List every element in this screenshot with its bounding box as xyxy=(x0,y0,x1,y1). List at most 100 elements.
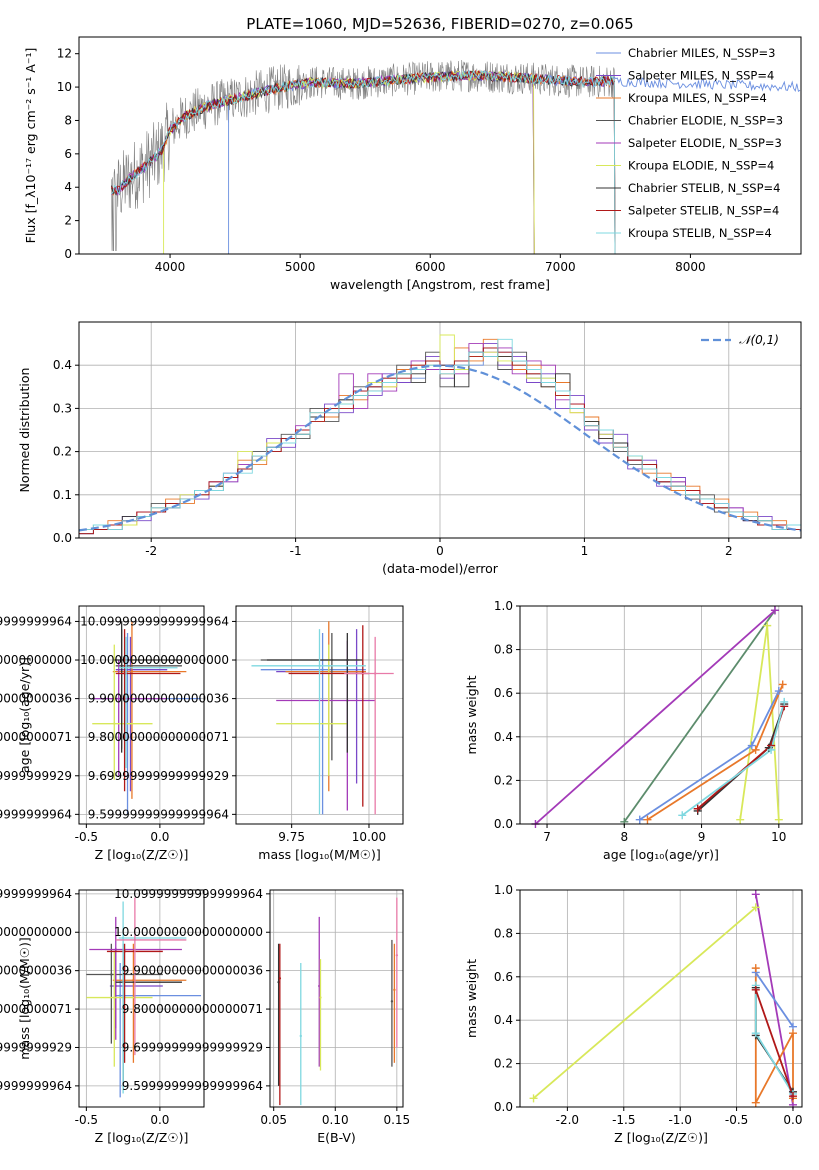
y-axis-label: mass weight xyxy=(464,959,479,1038)
weight-line-1 xyxy=(534,609,776,824)
weight-marker xyxy=(778,680,787,689)
y-tick-label: 6 xyxy=(64,147,72,161)
y-tick-label: 9.90000000000000036 xyxy=(88,692,229,706)
x-tick-label: 0.0 xyxy=(150,830,169,844)
y-tick-label: 0.4 xyxy=(494,1013,513,1027)
data-point-5 xyxy=(113,996,116,999)
y-tick-label: 0.0 xyxy=(494,817,513,831)
x-tick-label: -2 xyxy=(145,544,157,558)
y-tick-label: 9.59999999999999964 xyxy=(0,807,72,821)
weight-marker xyxy=(751,1098,760,1107)
y-tick-label: 10.00000000000000000 xyxy=(0,653,72,667)
chart-age-vs-mass: 9.75 10.00 9.59999999999999964 9.6999999999… xyxy=(80,605,404,862)
weight-line-2 xyxy=(739,625,780,820)
x-tick-label: 2 xyxy=(725,544,733,558)
y-tick-label: 0.6 xyxy=(494,686,513,700)
data-point-7 xyxy=(395,954,399,957)
y-tick-label: 10.09999999999999964 xyxy=(114,887,263,901)
model-spectrum-3 xyxy=(111,69,535,254)
y-tick-label: 0.8 xyxy=(494,643,513,657)
y-tick-label: 10.09999999999999964 xyxy=(0,614,72,628)
legend-entry: Salpeter MILES, N_SSP=4 xyxy=(628,69,774,83)
y-tick-label: 0.0 xyxy=(53,531,72,545)
legend-entry: Salpeter STELIB, N_SSP=4 xyxy=(628,204,779,218)
weight-marker xyxy=(751,745,760,754)
x-tick-label: 10.00 xyxy=(352,830,386,844)
axes-frame xyxy=(519,605,803,825)
y-tick-label: 9.69999999999999929 xyxy=(0,769,72,783)
weight-line-0 xyxy=(532,906,757,1099)
chart-weight-vs-age: 7 8 9 10 0.0 0.2 0.4 0.6 0.8 1.0 age [log₁₀(age/yr… xyxy=(464,599,803,862)
axes-frame xyxy=(78,36,802,255)
x-axis-label: age [log₁₀(age/yr)] xyxy=(603,847,719,862)
x-axis-label: Z [log₁₀(Z/Z☉)] xyxy=(95,847,189,862)
legend-entry: Kroupa ELODIE, N_SSP=4 xyxy=(628,159,774,173)
y-tick-label: 4 xyxy=(64,180,72,194)
y-tick-label: 0.2 xyxy=(494,773,513,787)
data-point-5 xyxy=(390,1000,394,1003)
legend-entry: Salpeter ELODIE, N_SSP=3 xyxy=(628,136,782,150)
figure-title: PLATE=1060, MJD=52636, FIBERID=0270, z=0… xyxy=(246,15,633,33)
weight-marker xyxy=(693,804,702,813)
chart-spectrum: 4000 5000 6000 7000 8000 0 2 4 6 8 10 12 wavelength … xyxy=(23,36,802,292)
data-point-4 xyxy=(114,948,117,951)
weight-marker xyxy=(529,1094,538,1103)
data-point-8 xyxy=(121,936,125,940)
weight-marker xyxy=(774,815,783,824)
data-point-0 xyxy=(118,994,122,997)
x-tick-label: 9 xyxy=(698,830,706,844)
chart-weight-vs-z: -2.0 -1.5 -1.0 -0.5 0.0 0.0 0.2 0.4 0.6 0.8 1.0 Z [… xyxy=(464,883,803,1145)
weight-line-6 xyxy=(754,989,794,1097)
y-tick-label: 10.00000000000000000 xyxy=(114,925,263,939)
x-tick-label: 5000 xyxy=(285,260,316,274)
x-tick-label: 9.75 xyxy=(278,830,305,844)
x-tick-label: 7 xyxy=(543,830,551,844)
y-axis-label: Flux [f_λ10⁻¹⁷ erg cm⁻² s⁻¹ A⁻¹] xyxy=(23,48,38,244)
weight-marker xyxy=(736,815,745,824)
x-tick-label: 0.0 xyxy=(783,1113,802,1127)
legend-entry: Chabrier STELIB, N_SSP=4 xyxy=(628,181,780,195)
data-point-7 xyxy=(123,950,126,953)
x-tick-label: 0.10 xyxy=(322,1113,349,1127)
x-tick-label: -1.0 xyxy=(668,1113,691,1127)
chart-mass-vs-ebv: 0.05 0.10 0.15 9.59999999999999964 9.6999999… xyxy=(114,887,410,1145)
model-spectrum-5 xyxy=(163,70,535,254)
chart-mass-vs-z: -0.5 0.0 9.59999999999999964 9.699999999999… xyxy=(0,887,205,1145)
y-tick-label: 0.2 xyxy=(53,445,72,459)
x-tick-label: 1 xyxy=(581,544,589,558)
model-spectrum-8 xyxy=(111,70,616,254)
data-point-6 xyxy=(120,658,123,662)
chart-residuals: -2 -1 0 1 2 0.0 0.1 0.2 0.3 0.4 (data-model)/error… xyxy=(17,321,802,576)
data-point-2 xyxy=(299,1034,302,1038)
x-tick-label: -1.5 xyxy=(612,1113,635,1127)
y-tick-label: 9.90000000000000036 xyxy=(0,964,72,978)
y-axis-label: Normed distribution xyxy=(17,368,32,493)
y-tick-label: 0.6 xyxy=(494,970,513,984)
y-tick-label: 0 xyxy=(64,247,72,261)
weight-line-0 xyxy=(623,609,776,823)
x-tick-label: -0.5 xyxy=(725,1113,748,1127)
axes-frame xyxy=(519,889,803,1108)
x-tick-label: -0.5 xyxy=(75,1113,98,1127)
x-tick-label: 0.05 xyxy=(260,1113,287,1127)
x-axis-label: Z [log₁₀(Z/Z☉)] xyxy=(614,1130,708,1145)
y-tick-label: 9.59999999999999964 xyxy=(0,1079,72,1093)
x-axis-label: mass [log₁₀(M/M☉)] xyxy=(258,847,380,862)
data-point-2 xyxy=(130,670,134,673)
observed-spectrum xyxy=(111,59,615,251)
weight-marker xyxy=(767,745,776,754)
y-tick-label: 1.0 xyxy=(494,883,513,897)
weight-marker xyxy=(747,741,756,750)
weight-marker xyxy=(751,985,760,994)
y-tick-label: 9.80000000000000071 xyxy=(88,730,229,744)
x-tick-label: 7000 xyxy=(545,260,576,274)
y-tick-label: 9.59999999999999964 xyxy=(88,807,229,821)
data-point-4 xyxy=(117,697,120,700)
y-tick-label: 9.80000000000000071 xyxy=(122,1002,263,1016)
y-tick-label: 9.69999999999999929 xyxy=(122,1040,263,1054)
weight-marker xyxy=(643,815,652,824)
y-tick-label: 0.4 xyxy=(53,358,72,372)
y-tick-label: 9.80000000000000071 xyxy=(0,1002,72,1016)
y-tick-label: 0.4 xyxy=(494,730,513,744)
